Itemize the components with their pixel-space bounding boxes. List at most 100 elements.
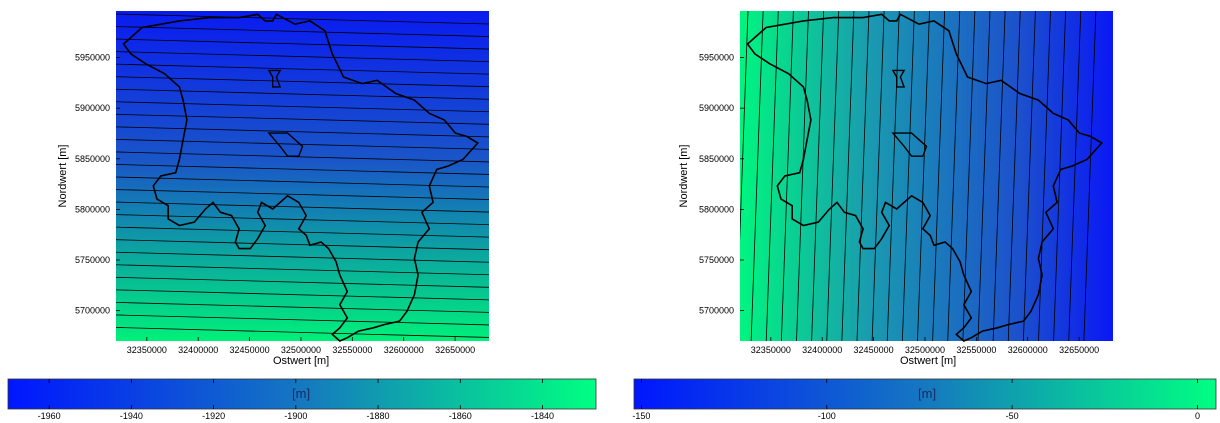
contour-line bbox=[871, 11, 885, 341]
contour-line bbox=[116, 126, 489, 138]
contour-line bbox=[992, 11, 1006, 341]
contour-lines bbox=[116, 13, 489, 338]
y-tick-label: 5800000 bbox=[699, 204, 734, 214]
lake-outline bbox=[891, 132, 928, 157]
colorbar-title: [m] bbox=[918, 386, 937, 401]
contour-line bbox=[116, 327, 489, 338]
colorbar bbox=[7, 378, 597, 410]
y-axis-title: Nordwert [m] bbox=[57, 144, 69, 208]
contour-line bbox=[116, 289, 489, 301]
x-tick-label: 32500000 bbox=[281, 345, 321, 355]
x-tick-label: 32500000 bbox=[905, 345, 945, 355]
chart-svg-right: 32350000 32400000 32450000 32500000 32550000… bbox=[632, 11, 1217, 421]
y-axis-title: Nordwert [m] bbox=[678, 144, 690, 208]
y-tick-label: 5850000 bbox=[699, 154, 734, 164]
y-tick-label: 5700000 bbox=[699, 306, 734, 316]
contour-line bbox=[826, 11, 840, 341]
y-tick-label: 5800000 bbox=[75, 204, 110, 214]
contour-line bbox=[856, 11, 870, 341]
contour-line bbox=[116, 176, 489, 188]
colorbar-tick-label: -1840 bbox=[531, 411, 554, 421]
region-outline bbox=[746, 13, 1104, 342]
contour-line bbox=[116, 239, 489, 251]
y-tick-label: 5700000 bbox=[75, 306, 110, 316]
y-tick-label: 5900000 bbox=[699, 103, 734, 113]
contour-line bbox=[947, 11, 961, 341]
contour-line bbox=[977, 11, 991, 341]
colorbar-tick-label: -1880 bbox=[367, 411, 390, 421]
contour-line bbox=[1083, 11, 1097, 341]
y-tick-label: 5950000 bbox=[75, 53, 110, 63]
x-tick-label: 32350000 bbox=[127, 345, 167, 355]
contour-line bbox=[765, 11, 779, 341]
contour-line bbox=[116, 26, 489, 37]
x-tick-label: 32350000 bbox=[751, 345, 791, 355]
y-tick-label: 5750000 bbox=[699, 255, 734, 265]
contour-line bbox=[116, 63, 489, 75]
contour-line bbox=[841, 11, 855, 341]
contour-line bbox=[116, 13, 489, 25]
contour-line bbox=[1007, 11, 1021, 341]
contour-line bbox=[116, 276, 489, 288]
colorbar-tick-label: -1900 bbox=[284, 411, 307, 421]
y-tick-label: 5750000 bbox=[75, 255, 110, 265]
lake-outline bbox=[267, 132, 304, 157]
y-tick-label: 5850000 bbox=[75, 154, 110, 164]
contour-line bbox=[796, 11, 809, 341]
chart-panel-left: 32350000 32400000 32450000 32500000 32550000… bbox=[7, 11, 597, 421]
contour-line bbox=[1053, 11, 1067, 341]
x-tick-label: 32450000 bbox=[230, 345, 270, 355]
x-axis-title: Ostwert [m] bbox=[273, 355, 330, 367]
y-tick-label: 5950000 bbox=[699, 53, 734, 63]
x-tick-label: 32650000 bbox=[435, 345, 475, 355]
contour-line bbox=[917, 11, 930, 341]
colorbar-tick-label: -1860 bbox=[449, 411, 472, 421]
x-tick-label: 32400000 bbox=[178, 345, 218, 355]
contour-line bbox=[116, 138, 489, 150]
x-tick-label: 32600000 bbox=[1008, 345, 1048, 355]
contour-line bbox=[116, 301, 489, 313]
contour-line bbox=[932, 11, 946, 341]
colorbar-title: [m] bbox=[292, 386, 311, 401]
contour-line bbox=[886, 11, 900, 341]
contour-line bbox=[116, 264, 489, 276]
contour-line bbox=[1022, 11, 1036, 341]
lake-outline bbox=[891, 69, 906, 88]
x-tick-label: 32550000 bbox=[332, 345, 372, 355]
x-axis-title: Ostwert [m] bbox=[900, 355, 957, 367]
contour-line bbox=[962, 11, 976, 341]
contour-line bbox=[750, 11, 764, 341]
chart-svg-left: 32350000 32400000 32450000 32500000 32550000… bbox=[7, 11, 597, 421]
colorbar-tick-label: -50 bbox=[1006, 411, 1019, 421]
contour-line bbox=[1068, 11, 1082, 341]
contour-line bbox=[116, 113, 489, 125]
contour-line bbox=[116, 201, 489, 213]
contour-line bbox=[116, 251, 489, 263]
x-tick-label: 32650000 bbox=[1059, 345, 1099, 355]
contour-line bbox=[811, 11, 825, 341]
colorbar-tick-label: -100 bbox=[818, 411, 836, 421]
x-tick-label: 32600000 bbox=[384, 345, 424, 355]
lake-outline bbox=[267, 69, 282, 88]
contour-line bbox=[116, 314, 489, 326]
y-tick-label: 5900000 bbox=[75, 103, 110, 113]
x-tick-label: 32400000 bbox=[802, 345, 842, 355]
region-outline bbox=[122, 13, 480, 342]
contour-line bbox=[740, 11, 749, 243]
chart-panel-right: 32350000 32400000 32450000 32500000 32550000… bbox=[624, 0, 1220, 423]
colorbar-tick-label: 0 bbox=[1195, 411, 1200, 421]
colorbar-tick-label: -1940 bbox=[120, 411, 143, 421]
contour-line bbox=[116, 189, 489, 200]
colorbar-tick-label: -1960 bbox=[38, 411, 61, 421]
contour-line bbox=[116, 151, 489, 163]
colorbar-tick-label: -1920 bbox=[202, 411, 225, 421]
colorbar bbox=[633, 378, 1217, 410]
x-tick-label: 32450000 bbox=[854, 345, 894, 355]
contour-line bbox=[116, 51, 489, 63]
x-tick-label: 32550000 bbox=[956, 345, 996, 355]
contour-line bbox=[901, 11, 915, 341]
contour-line bbox=[116, 88, 489, 100]
colorbar-tick-label: -150 bbox=[632, 411, 650, 421]
contour-line bbox=[116, 76, 489, 88]
contour-line bbox=[116, 38, 489, 50]
